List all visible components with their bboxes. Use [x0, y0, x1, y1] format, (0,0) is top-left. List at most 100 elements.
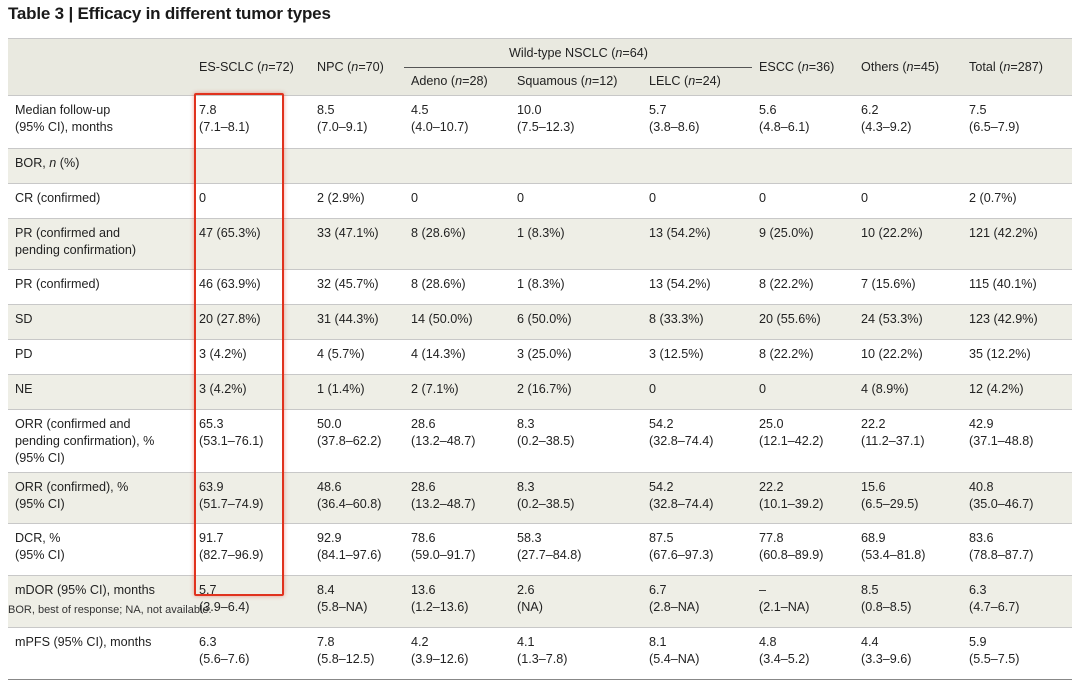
- row-label-line: Median follow-up: [15, 103, 111, 117]
- data-cell: 32 (45.7%): [310, 269, 404, 305]
- data-cell: 13 (54.2%): [642, 269, 753, 305]
- cell-line: 8.1: [649, 635, 667, 649]
- cell-line: (5.8–NA): [317, 600, 368, 614]
- cell-line: 83.6: [969, 531, 994, 545]
- cell-line: (NA): [517, 600, 543, 614]
- cell-line: 92.9: [317, 531, 342, 545]
- data-cell: 54.2 (32.8–74.4): [642, 472, 753, 524]
- cell-line: 8.5: [317, 103, 335, 117]
- data-cell: 4.4 (3.3–9.6): [854, 627, 963, 680]
- header-escc: ESCC (n=36): [752, 38, 855, 96]
- row-label-line: (95% CI): [15, 548, 65, 562]
- data-cell: 68.9 (53.4–81.8): [854, 523, 963, 576]
- data-cell: 6 (50.0%): [510, 304, 642, 340]
- header-es-sclc: ES-SCLC (n=72): [192, 38, 310, 96]
- data-cell: 42.9 (37.1–48.8): [962, 409, 1073, 473]
- efficacy-table: ES-SCLC (n=72) NPC (n=70) Wild-type NSCL…: [8, 38, 1073, 680]
- data-cell: 10.0 (7.5–12.3): [510, 95, 642, 149]
- cell-line: 20 (55.6%): [759, 312, 821, 326]
- cell-line: 77.8: [759, 531, 784, 545]
- cell-line: (13.2–48.7): [411, 434, 476, 448]
- cell-line: 5.7: [199, 583, 217, 597]
- cell-line: (3.9–12.6): [411, 652, 469, 666]
- cell-line: (4.7–6.7): [969, 600, 1020, 614]
- cell-line: 8.4: [317, 583, 335, 597]
- cell-line: (2.1–NA): [759, 600, 810, 614]
- row-label: DCR, % (95% CI): [8, 523, 192, 576]
- data-cell: 8.3 (0.2–38.5): [510, 409, 642, 473]
- data-cell: 58.3 (27.7–84.8): [510, 523, 642, 576]
- row-label-line: DCR, %: [15, 531, 61, 545]
- table-row: ORR (confirmed), % (95% CI) 63.9 (51.7–74.9…: [8, 472, 1073, 524]
- data-cell: 1 (8.3%): [510, 269, 642, 305]
- empty-cell: [752, 148, 855, 184]
- cell-line: 0: [517, 191, 525, 205]
- data-cell: 63.9 (51.7–74.9): [192, 472, 310, 524]
- data-cell: – (2.1–NA): [752, 575, 855, 628]
- data-cell: 5.9 (5.5–7.5): [962, 627, 1073, 680]
- bor-section-label: BOR, n (%): [8, 148, 192, 184]
- cell-line: 31 (44.3%): [317, 312, 379, 326]
- cell-line: (0.8–8.5): [861, 600, 912, 614]
- cell-line: 46 (63.9%): [199, 277, 261, 291]
- cell-line: 4 (5.7%): [317, 347, 365, 361]
- header-others: Others (n=45): [854, 38, 963, 96]
- cell-line: (32.8–74.4): [649, 434, 714, 448]
- table-row: PR (confirmed) 46 (63.9%) 32 (45.7%) 8 (28.…: [8, 269, 1073, 305]
- cell-line: (12.1–42.2): [759, 434, 824, 448]
- cell-line: 4.2: [411, 635, 429, 649]
- data-cell: 3 (4.2%): [192, 339, 310, 375]
- cell-line: (5.8–12.5): [317, 652, 375, 666]
- cell-line: (5.4–NA): [649, 652, 700, 666]
- data-cell: 7.8 (5.8–12.5): [310, 627, 404, 680]
- data-cell: 2 (7.1%): [404, 374, 510, 410]
- cell-line: 8.3: [517, 417, 535, 431]
- row-label: NE: [8, 374, 192, 410]
- cell-line: 2 (7.1%): [411, 382, 459, 396]
- cell-line: 3 (12.5%): [649, 347, 704, 361]
- data-cell: 87.5 (67.6–97.3): [642, 523, 753, 576]
- cell-line: 7.8: [199, 103, 217, 117]
- table-row: ORR (confirmed and pending confirmation),…: [8, 409, 1073, 473]
- cell-line: 4 (8.9%): [861, 382, 909, 396]
- cell-line: 0: [759, 191, 767, 205]
- data-cell: 0: [752, 183, 855, 219]
- cell-line: 10 (22.2%): [861, 226, 923, 240]
- data-cell: 35 (12.2%): [962, 339, 1073, 375]
- cell-line: 15.6: [861, 480, 886, 494]
- cell-line: (78.8–87.7): [969, 548, 1034, 562]
- cell-line: 54.2: [649, 480, 674, 494]
- data-cell: 123 (42.9%): [962, 304, 1073, 340]
- data-cell: 8.5 (7.0–9.1): [310, 95, 404, 149]
- cell-line: (4.0–10.7): [411, 120, 469, 134]
- row-label-line: ORR (confirmed), %: [15, 480, 129, 494]
- cell-line: 58.3: [517, 531, 542, 545]
- data-cell: 7 (15.6%): [854, 269, 963, 305]
- data-cell: 22.2 (10.1–39.2): [752, 472, 855, 524]
- row-label: PR (confirmed and pending confirmation): [8, 218, 192, 270]
- cell-line: (67.6–97.3): [649, 548, 714, 562]
- row-label-line: SD: [15, 312, 33, 326]
- cell-line: 42.9: [969, 417, 994, 431]
- cell-line: 4.5: [411, 103, 429, 117]
- data-cell: 6.3 (5.6–7.6): [192, 627, 310, 680]
- row-label-line: NE: [15, 382, 33, 396]
- data-cell: 20 (27.8%): [192, 304, 310, 340]
- data-cell: 77.8 (60.8–89.9): [752, 523, 855, 576]
- row-label: PR (confirmed): [8, 269, 192, 305]
- row-label: ORR (confirmed and pending confirmation),…: [8, 409, 192, 473]
- data-cell: 24 (53.3%): [854, 304, 963, 340]
- data-cell: 33 (47.1%): [310, 218, 404, 270]
- cell-line: 87.5: [649, 531, 674, 545]
- cell-line: (7.0–9.1): [317, 120, 368, 134]
- row-label-line: (95% CI): [15, 497, 65, 511]
- cell-line: (5.6–7.6): [199, 652, 250, 666]
- table-row: mPFS (95% CI), months 6.3 (5.6–7.6) 7.8 (5.8…: [8, 627, 1073, 680]
- data-cell: 10 (22.2%): [854, 339, 963, 375]
- cell-line: (27.7–84.8): [517, 548, 582, 562]
- cell-line: 8 (28.6%): [411, 277, 466, 291]
- data-cell: 4 (8.9%): [854, 374, 963, 410]
- cell-line: (32.8–74.4): [649, 497, 714, 511]
- cell-line: 8 (22.2%): [759, 277, 814, 291]
- table-row: DCR, % (95% CI) 91.7 (82.7–96.9) 92.9 (84.1–9…: [8, 523, 1073, 576]
